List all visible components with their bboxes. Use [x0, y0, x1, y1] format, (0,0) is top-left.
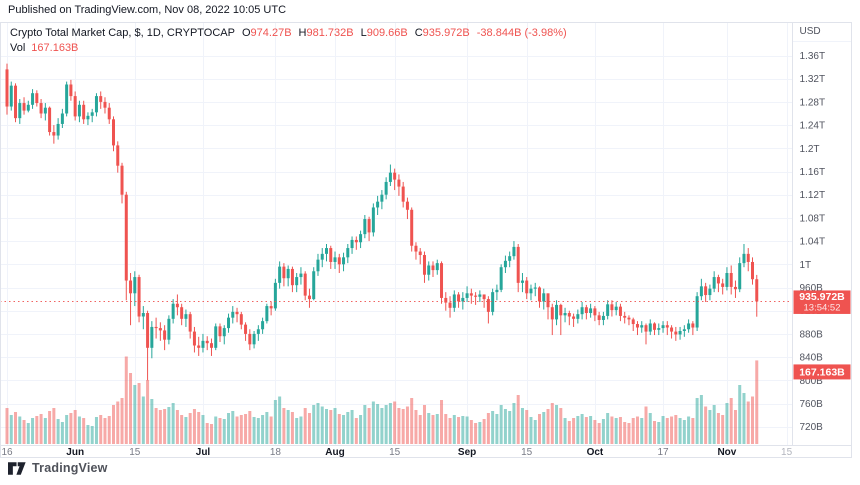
chart-border: [0, 22, 852, 458]
brand-name: TradingView: [32, 461, 108, 475]
ohlc-low: L909.66B: [360, 27, 408, 39]
svg-text:1.08T: 1.08T: [800, 213, 826, 224]
svg-text:167.163B: 167.163B: [799, 366, 845, 378]
svg-text:15: 15: [781, 447, 793, 458]
svg-text:Sep: Sep: [458, 447, 476, 458]
ohlc-close: C935.972B: [414, 27, 470, 39]
vol-label: Vol: [10, 42, 26, 54]
candlestick-series: [5, 63, 759, 381]
svg-text:Jun: Jun: [66, 447, 84, 458]
symbol-title: Crypto Total Market Cap, $, 1D, CRYPTOCA…: [10, 27, 235, 39]
chart-widget: USD 1.36T 1.32T 1.28T 1.24T 1.2T 1.16T 1.12T 1.0…: [0, 22, 852, 458]
svg-text:760B: 760B: [800, 399, 824, 410]
volume-series: [5, 356, 759, 444]
svg-text:15: 15: [521, 447, 533, 458]
vol-value: 167.163B: [31, 42, 79, 54]
ohlc-high: H981.732B: [298, 27, 354, 39]
svg-text:840B: 840B: [800, 353, 824, 364]
svg-text:1.28T: 1.28T: [800, 97, 826, 108]
svg-text:Aug: Aug: [325, 447, 344, 458]
ohlc-open: O974.27B: [241, 27, 292, 39]
volume-value-label: 167.163B: [793, 364, 851, 380]
time-gridlines: [7, 22, 788, 445]
svg-text:1.24T: 1.24T: [800, 121, 826, 132]
svg-text:15: 15: [389, 447, 401, 458]
legend-symbol-row: Crypto Total Market Cap, $, 1D, CRYPTOCA…: [10, 26, 567, 41]
tradingview-logo-icon: [8, 461, 26, 475]
svg-text:1.2T: 1.2T: [800, 144, 820, 155]
svg-text:Oct: Oct: [587, 447, 604, 458]
currency-label: USD: [800, 26, 821, 37]
bar-countdown: 13:54:52: [804, 302, 841, 313]
change-value: -38.844B (-3.98%): [476, 27, 567, 39]
brand-footer[interactable]: TradingView: [8, 461, 108, 475]
svg-text:960B: 960B: [800, 283, 824, 294]
svg-text:1.04T: 1.04T: [800, 237, 826, 248]
chart-legend: Crypto Total Market Cap, $, 1D, CRYPTOCA…: [10, 26, 567, 56]
svg-text:880B: 880B: [800, 329, 824, 340]
time-axis[interactable]: 16 Jun 15 Jul 18 Aug 15 Sep 15 Oct 17 Nov 15: [0, 445, 852, 459]
svg-text:800B: 800B: [800, 376, 824, 387]
svg-text:720B: 720B: [800, 422, 824, 433]
price-axis[interactable]: USD 1.36T 1.32T 1.28T 1.24T 1.2T 1.16T 1.12T 1.0…: [792, 22, 852, 446]
published-note: Published on TradingView.com, Nov 08, 20…: [8, 4, 287, 16]
svg-text:Nov: Nov: [717, 447, 736, 458]
svg-text:16: 16: [1, 447, 13, 458]
svg-text:1.32T: 1.32T: [800, 74, 826, 85]
svg-text:1.16T: 1.16T: [800, 167, 826, 178]
svg-text:Jul: Jul: [196, 447, 211, 458]
svg-text:1.12T: 1.12T: [800, 190, 826, 201]
svg-text:1T: 1T: [800, 260, 812, 271]
svg-text:15: 15: [129, 447, 141, 458]
candlestick-chart[interactable]: USD 1.36T 1.32T 1.28T 1.24T 1.2T 1.16T 1.12T 1.0…: [0, 22, 852, 458]
legend-volume-row: Vol 167.163B: [10, 41, 567, 56]
svg-text:935.972B: 935.972B: [799, 291, 845, 303]
svg-text:17: 17: [657, 447, 669, 458]
svg-text:18: 18: [270, 447, 282, 458]
svg-text:1.36T: 1.36T: [800, 51, 826, 62]
